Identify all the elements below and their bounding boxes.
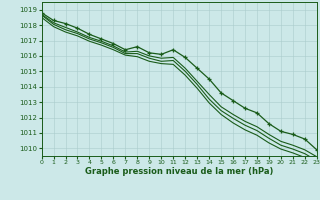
X-axis label: Graphe pression niveau de la mer (hPa): Graphe pression niveau de la mer (hPa) [85, 167, 273, 176]
